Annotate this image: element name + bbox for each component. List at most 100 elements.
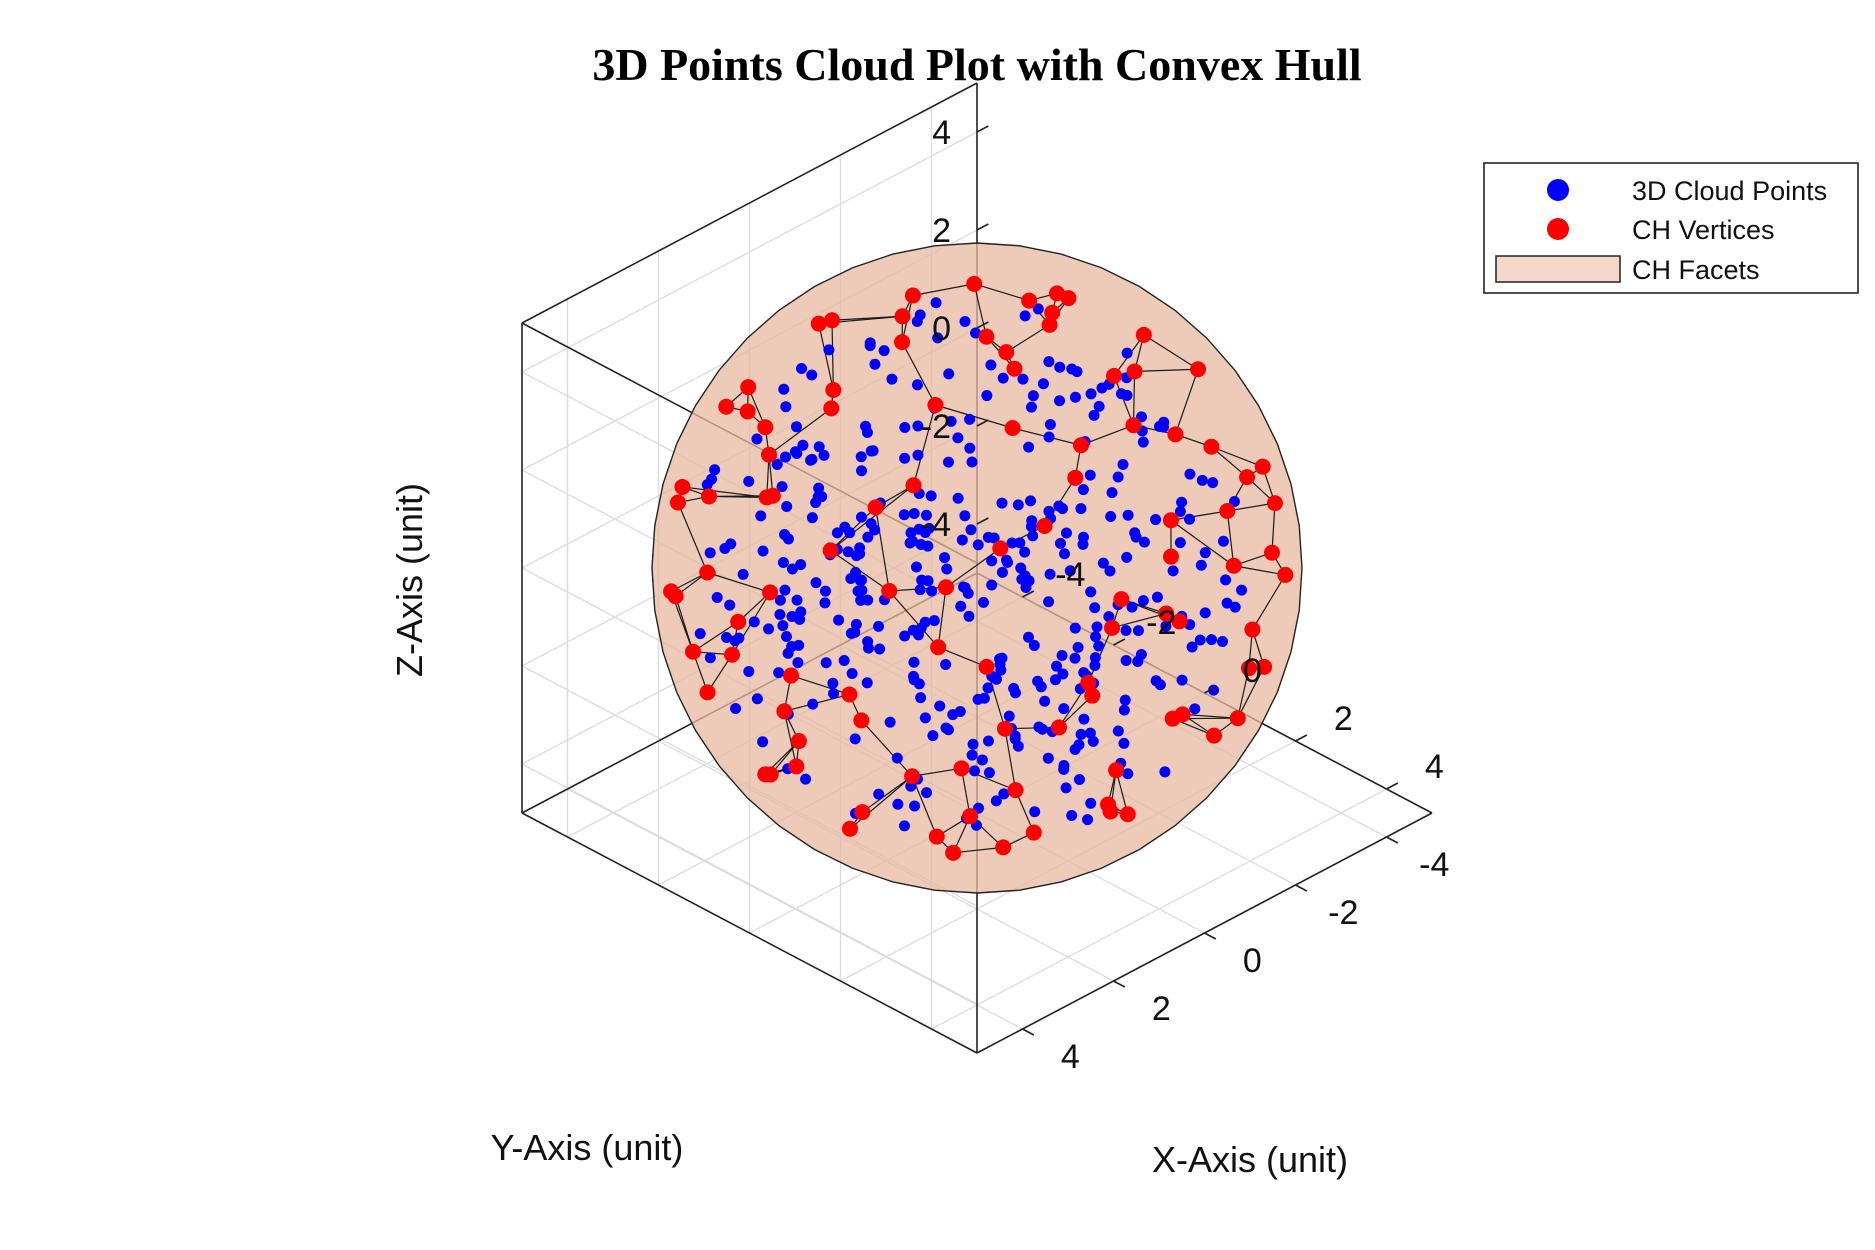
cloud-point: [1075, 728, 1087, 740]
cloud-point: [791, 448, 803, 460]
z-tick-label: 2: [932, 212, 951, 250]
cloud-point: [1029, 806, 1041, 818]
cloud-point: [1020, 582, 1032, 594]
cloud-point: [981, 390, 993, 402]
hull-vertex: [757, 766, 774, 783]
hull-vertex: [1240, 660, 1257, 677]
hull-vertex: [1125, 417, 1142, 434]
cloud-point: [1122, 768, 1134, 780]
cloud-point: [1049, 674, 1061, 686]
cloud-point: [796, 363, 808, 375]
cloud-point: [899, 630, 911, 642]
cloud-point: [1117, 458, 1129, 470]
cloud-point: [777, 556, 789, 568]
cloud-point: [910, 561, 922, 573]
cloud-point: [865, 518, 877, 530]
cloud-point: [850, 550, 862, 562]
cloud-point: [771, 458, 783, 470]
cloud-point: [1035, 681, 1047, 693]
hull-vertex: [1036, 517, 1053, 534]
y-tick-label: 0: [1243, 942, 1262, 980]
cloud-point: [1132, 625, 1144, 637]
cloud-point: [892, 798, 904, 810]
y-tick-mark: [1295, 884, 1308, 892]
hull-facet-edge: [875, 507, 890, 592]
hull-vertex: [1254, 458, 1271, 475]
cloud-point: [1229, 601, 1241, 613]
cloud-point: [806, 453, 818, 465]
cloud-point: [920, 509, 932, 521]
cloud-point: [777, 620, 789, 632]
hull-facet-edge: [790, 674, 850, 696]
cloud-point: [972, 693, 984, 705]
hull-vertices: [663, 275, 1294, 861]
grid-line: [521, 131, 978, 373]
cloud-point: [1027, 390, 1039, 402]
cloud-point: [1160, 620, 1172, 632]
cloud-point: [982, 735, 994, 747]
hull-facet-edge: [937, 646, 987, 668]
hull-facet-edge: [1143, 334, 1199, 370]
cloud-point: [1069, 622, 1081, 634]
cloud-point: [704, 547, 716, 559]
cloud-point: [838, 654, 850, 666]
hull-facet-edge: [1005, 324, 1050, 353]
cloud-point: [1137, 436, 1149, 448]
hull-facet-edge: [901, 341, 936, 406]
cloud-point: [856, 465, 868, 477]
cloud-point: [1085, 586, 1097, 598]
x-tick-mark: [1295, 734, 1308, 742]
hull-vertex: [1174, 706, 1191, 723]
cloud-point: [861, 677, 873, 689]
z-tick-label: 4: [932, 114, 951, 152]
x-tick-label: -2: [1146, 604, 1176, 642]
y-tick-label: 2: [1152, 990, 1171, 1028]
cloud-point: [1044, 418, 1056, 430]
hull-vertex: [825, 382, 842, 399]
hull-vertex: [1007, 782, 1024, 799]
x-tick-label: 0: [1243, 652, 1262, 690]
cloud-point: [964, 413, 976, 425]
cloud-point: [856, 574, 868, 586]
cloud-point: [886, 373, 898, 385]
cloud-point: [952, 432, 964, 444]
hull-vertex: [1100, 796, 1117, 813]
hull-facet-edge: [912, 404, 937, 486]
hull-vertex: [881, 582, 898, 599]
hull-vertex: [1225, 557, 1242, 574]
cloud-point: [1104, 565, 1116, 577]
hull-facet-edge: [831, 320, 834, 391]
y-tick-mark: [1022, 1028, 1035, 1036]
hull-vertex: [724, 646, 741, 663]
cloud-point: [1084, 469, 1096, 481]
cloud-point: [1119, 694, 1131, 706]
cloud-point: [1069, 391, 1081, 403]
cloud-point: [982, 682, 994, 694]
cloud-point: [1014, 537, 1026, 549]
hull-vertex: [1206, 727, 1223, 744]
cloud-point: [751, 433, 763, 445]
cloud-point: [1093, 640, 1105, 652]
cloud-point: [1093, 400, 1105, 412]
cloud-point: [967, 738, 979, 750]
hull-vertex: [930, 639, 947, 656]
hull-facet-edge: [945, 547, 1001, 588]
hull-vertex: [700, 488, 717, 505]
z-axis-label: Z-Axis (unit): [389, 483, 430, 677]
cloud-point: [873, 620, 885, 632]
cloud-point: [1088, 409, 1100, 421]
hull-vertex: [1239, 469, 1256, 486]
cloud-point: [1026, 515, 1038, 527]
cloud-point: [959, 316, 971, 328]
cloud-point: [864, 340, 876, 352]
hull-vertex: [1171, 613, 1188, 630]
x-tick-label: -4: [1055, 556, 1085, 594]
cloud-point: [874, 643, 886, 655]
cloud-point: [751, 693, 763, 705]
cloud-point: [1199, 547, 1211, 559]
cloud-point: [800, 773, 812, 785]
cloud-point: [1236, 584, 1248, 596]
cloud-point: [959, 510, 971, 522]
cloud-point: [1043, 356, 1055, 368]
